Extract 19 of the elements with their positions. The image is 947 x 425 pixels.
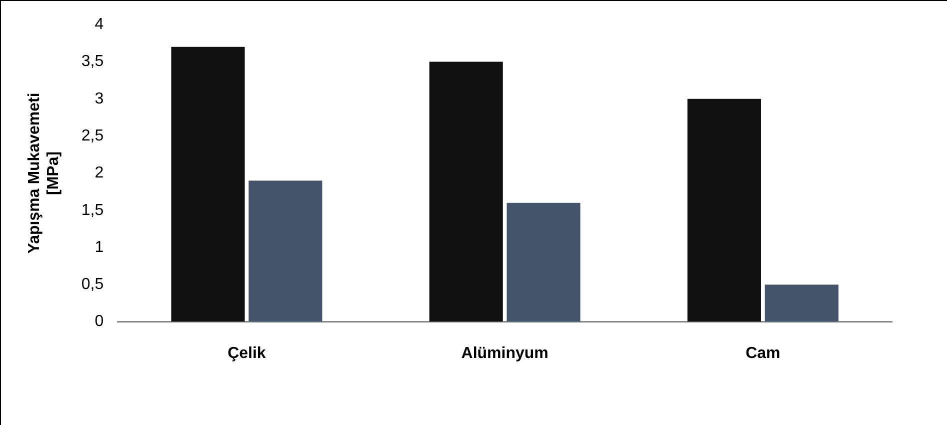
y-tick-label: 3 <box>94 90 104 108</box>
y-tick-label: 2,5 <box>81 127 104 144</box>
y-tick-label: 4 <box>94 16 104 34</box>
x-tick-label: Çelik <box>228 344 266 362</box>
x-tick-label: Cam <box>746 344 780 362</box>
x-tick-label: Alüminyum <box>461 344 548 362</box>
y-tick-label: 1 <box>94 238 104 256</box>
bar <box>764 284 838 322</box>
y-tick-label: 1,5 <box>81 202 104 219</box>
bar <box>429 62 503 322</box>
bar <box>248 180 322 322</box>
y-axis-title: Yapışma Mukavemeti [MPa] <box>26 92 62 254</box>
bar <box>687 98 762 322</box>
bar <box>171 46 245 322</box>
bar <box>506 202 580 322</box>
y-tick-label: 3,5 <box>81 53 104 70</box>
y-tick-label: 0 <box>94 313 104 330</box>
y-tick-label: 2 <box>94 164 104 182</box>
y-tick-label: 0,5 <box>81 276 104 294</box>
